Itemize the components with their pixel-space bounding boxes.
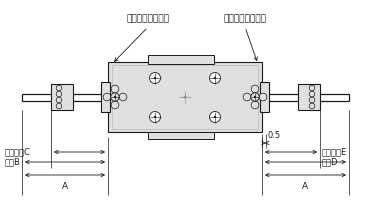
Text: 前進端アジャスタ: 前進端アジャスタ [223,14,266,23]
Circle shape [309,85,315,91]
Bar [112,65,258,129]
Circle shape [56,91,62,97]
Bar [148,55,214,64]
Bar [101,82,110,112]
Circle shape [150,111,161,123]
Circle shape [309,103,315,109]
Bar [51,84,73,110]
Circle shape [259,93,267,101]
Circle shape [56,103,62,109]
Circle shape [56,97,62,103]
Circle shape [251,93,259,101]
Bar [148,132,214,139]
Circle shape [309,97,315,103]
Circle shape [254,96,256,98]
Text: A: A [62,182,68,191]
Circle shape [56,85,62,91]
Text: 調整範囲C: 調整範囲C [5,147,31,157]
Circle shape [251,101,259,109]
Circle shape [214,77,216,79]
Circle shape [243,93,251,101]
Circle shape [150,73,161,84]
Circle shape [214,116,216,118]
Circle shape [210,73,220,84]
Circle shape [111,85,119,93]
Circle shape [119,93,127,101]
Text: 最大D: 最大D [322,157,338,166]
Text: 調整範囲E: 調整範囲E [322,147,347,157]
Bar [108,62,262,132]
Circle shape [111,101,119,109]
Text: 最大B: 最大B [5,157,21,166]
Bar [260,82,269,112]
Circle shape [111,93,119,101]
Circle shape [184,96,186,98]
Circle shape [103,93,111,101]
Text: 0.5: 0.5 [268,131,281,140]
Circle shape [251,85,259,93]
Circle shape [154,77,156,79]
Circle shape [154,116,156,118]
Circle shape [309,91,315,97]
Circle shape [210,111,220,123]
Text: A: A [302,182,308,191]
Circle shape [114,96,116,98]
Text: 後退端アジャスタ: 後退端アジャスタ [127,14,170,23]
Bar [298,84,320,110]
